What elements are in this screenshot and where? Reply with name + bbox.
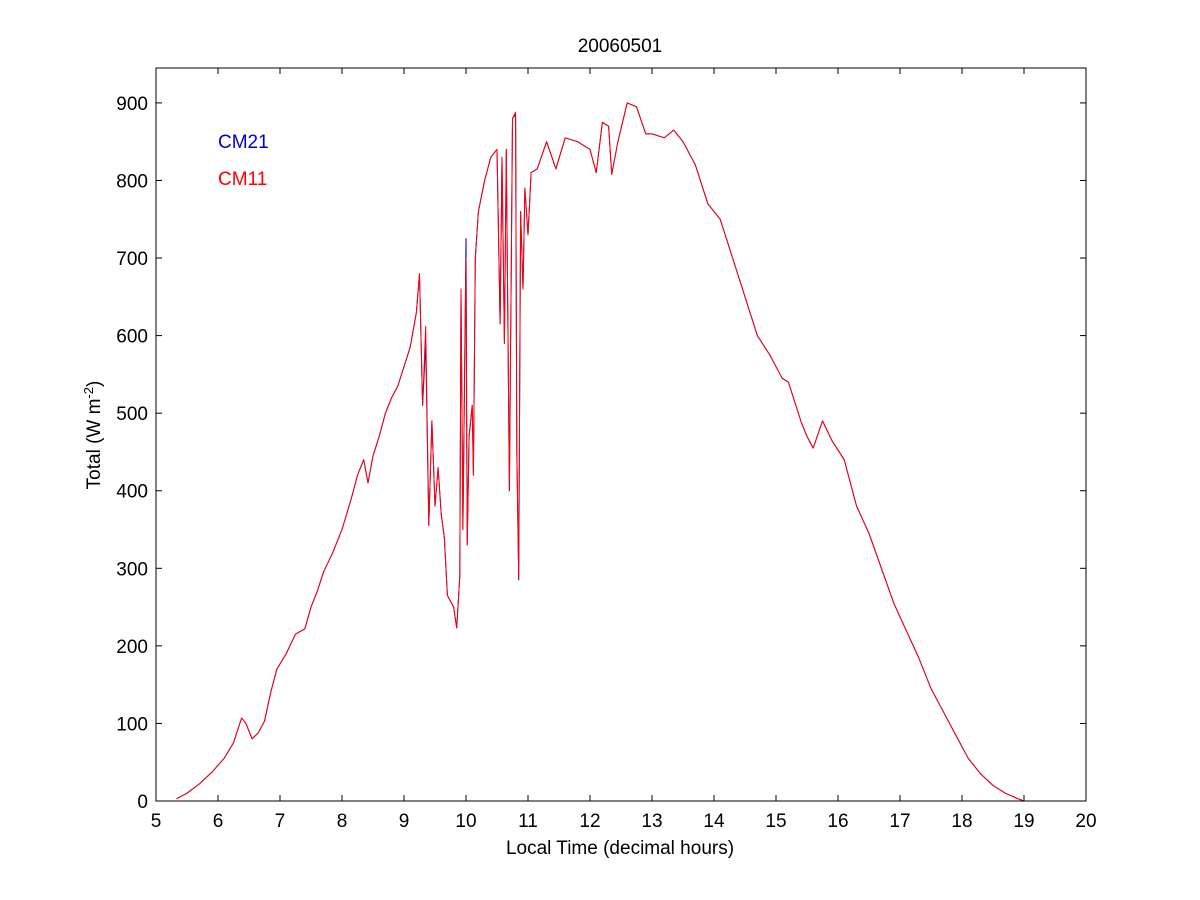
x-tick-label: 6	[213, 811, 224, 832]
y-tick-label: 300	[116, 559, 148, 580]
x-tick-label: 20	[1075, 811, 1096, 832]
x-tick-label: 14	[703, 811, 725, 832]
x-tick-label: 9	[399, 811, 410, 832]
series-line-cm11	[176, 102, 1025, 802]
x-tick-label: 13	[641, 811, 662, 832]
y-tick-label: 900	[116, 94, 148, 115]
y-tick-label: 500	[116, 404, 148, 425]
x-tick-label: 8	[337, 811, 348, 832]
y-tick-label: 100	[116, 714, 148, 735]
x-tick-label: 18	[951, 811, 972, 832]
y-axis-label-superscript: -2	[81, 387, 96, 399]
legend-entry-cm11: CM11	[218, 169, 267, 190]
y-axis-label-main: Total (W m	[84, 399, 105, 490]
x-tick-label: 10	[455, 811, 476, 832]
x-tick-label: 11	[518, 811, 538, 832]
x-tick-label: 5	[151, 811, 162, 832]
axes-background	[156, 68, 1086, 801]
y-tick-label: 600	[116, 327, 148, 348]
y-tick-label: 800	[116, 171, 148, 192]
y-tick-label: 200	[116, 637, 148, 658]
x-tick-label: 12	[579, 811, 600, 832]
x-tick-label: 16	[827, 811, 848, 832]
x-tick-label: 15	[765, 811, 786, 832]
axes-frame	[155, 67, 1087, 802]
y-tick-label: 0	[137, 792, 148, 813]
y-axis-ticks: 0 100 200 300 400 500 600 700 800 900	[116, 94, 1086, 813]
plot-area: 5 6 7 8 9 10 11 12 13 14 15 16 17 18 19 20 0 100 200 300 40…	[116, 67, 1097, 832]
y-axis-label-close: )	[84, 381, 105, 387]
y-tick-label: 700	[116, 249, 148, 270]
x-tick-label: 17	[889, 811, 910, 832]
x-tick-label: 7	[275, 811, 286, 832]
legend-entry-cm21: CM21	[218, 132, 269, 153]
x-axis-label: Local Time (decimal hours)	[506, 838, 734, 859]
x-axis-ticks: 5 6 7 8 9 10 11 12 13 14 15 16 17 18 19 20	[151, 68, 1097, 832]
chart-title: 20060501	[578, 36, 663, 57]
y-tick-label: 400	[116, 482, 148, 503]
series-layer	[176, 102, 1025, 802]
y-axis-label: Total (W m-2)	[81, 381, 105, 490]
legend: CM21 CM11	[218, 132, 269, 190]
x-tick-label: 19	[1013, 811, 1034, 832]
